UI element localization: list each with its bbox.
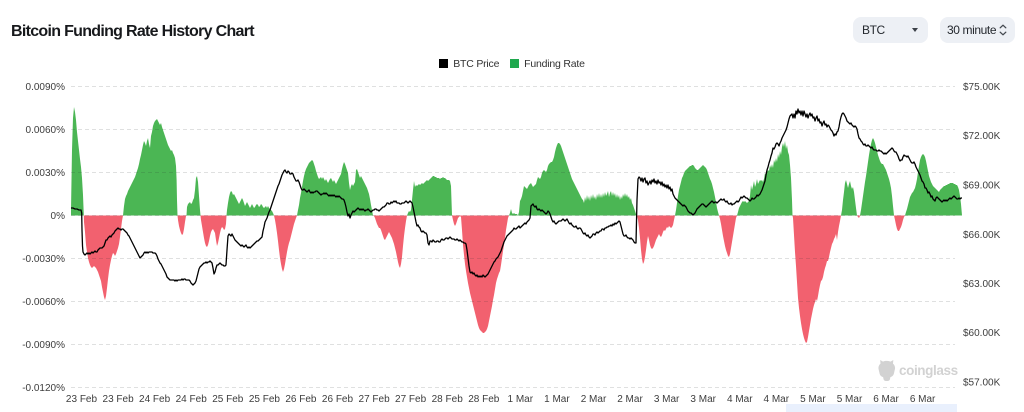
svg-text:$66.00K: $66.00K [963,230,1001,241]
svg-text:1 Mar: 1 Mar [544,394,570,405]
svg-text:2 Mar: 2 Mar [581,394,607,405]
svg-text:0%: 0% [51,211,66,222]
svg-text:23 Feb: 23 Feb [66,394,98,405]
svg-text:28 Feb: 28 Feb [468,394,500,405]
svg-text:25 Feb: 25 Feb [249,394,281,405]
svg-text:24 Feb: 24 Feb [139,394,171,405]
svg-text:3 Mar: 3 Mar [690,394,716,405]
svg-text:-0.0120%: -0.0120% [22,383,65,394]
svg-text:23 Feb: 23 Feb [103,394,135,405]
svg-text:2 Mar: 2 Mar [617,394,643,405]
svg-text:-0.0030%: -0.0030% [22,254,65,265]
svg-text:4 Mar: 4 Mar [727,394,753,405]
svg-text:0.0090%: 0.0090% [26,82,66,93]
svg-text:$69.00K: $69.00K [963,181,1001,192]
svg-text:$63.00K: $63.00K [963,279,1001,290]
svg-text:27 Feb: 27 Feb [359,394,391,405]
svg-text:26 Feb: 26 Feb [322,394,354,405]
svg-text:-0.0060%: -0.0060% [22,297,65,308]
svg-text:0.0060%: 0.0060% [26,125,66,136]
svg-text:6 Mar: 6 Mar [873,394,899,405]
svg-text:5 Mar: 5 Mar [800,394,826,405]
svg-text:1 Mar: 1 Mar [508,394,534,405]
svg-text:$60.00K: $60.00K [963,328,1001,339]
svg-text:24 Feb: 24 Feb [176,394,208,405]
svg-text:$57.00K: $57.00K [963,378,1001,389]
svg-text:-0.0090%: -0.0090% [22,340,65,351]
svg-text:27 Feb: 27 Feb [395,394,427,405]
svg-text:4 Mar: 4 Mar [764,394,790,405]
svg-text:26 Feb: 26 Feb [285,394,317,405]
svg-text:6 Mar: 6 Mar [910,394,936,405]
svg-text:0.0030%: 0.0030% [26,168,66,179]
svg-text:$72.00K: $72.00K [963,131,1001,142]
svg-text:3 Mar: 3 Mar [654,394,680,405]
svg-text:coinglass: coinglass [899,363,958,378]
svg-text:25 Feb: 25 Feb [212,394,244,405]
svg-text:5 Mar: 5 Mar [837,394,863,405]
svg-text:28 Feb: 28 Feb [432,394,464,405]
svg-text:$75.00K: $75.00K [963,82,1001,93]
